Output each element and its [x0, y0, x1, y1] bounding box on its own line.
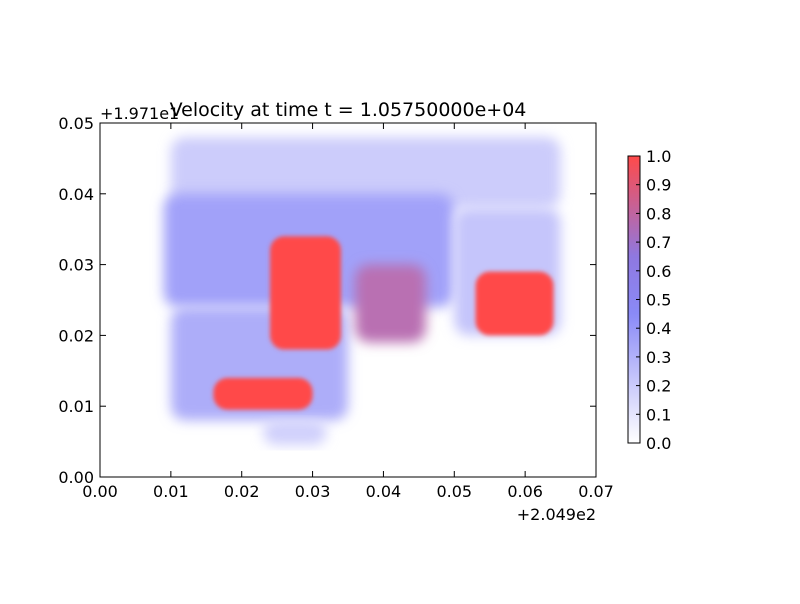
x-offset-label: +2.049e2	[517, 505, 596, 524]
x-tick-label: 0.00	[82, 482, 118, 501]
chart-title: Velocity at time t = 1.05750000e+04	[170, 99, 527, 121]
velocity-field	[163, 137, 561, 446]
x-tick-label: 0.05	[436, 482, 472, 501]
plot-frame	[99, 122, 597, 478]
colorbar-tick-label: 0.8	[646, 204, 671, 223]
field-region-8	[355, 264, 426, 343]
colorbar-tick-label: 0.3	[646, 348, 671, 367]
x-tick-label: 0.01	[153, 482, 189, 501]
colorbar-tick-label: 0.6	[646, 262, 671, 281]
x-tick-label: 0.04	[366, 482, 402, 501]
colorbar-tick-label: 0.0	[646, 434, 671, 453]
colorbar-tick-label: 0.2	[646, 377, 671, 396]
field-region-6	[213, 377, 313, 410]
y-axis: 0.00 0.01 0.02 0.03 0.04 0.05	[58, 114, 596, 487]
y-tick-label: 0.05	[58, 114, 94, 133]
y-offset-label: +1.971e1	[100, 104, 179, 123]
y-tick-label: 0.04	[58, 185, 94, 204]
field-region-4	[262, 420, 327, 446]
colorbar-tick-label: 0.1	[646, 405, 671, 424]
field-region-7	[475, 271, 554, 336]
colorbar-tick-label: 0.4	[646, 319, 671, 338]
x-tick-label: 0.07	[578, 482, 614, 501]
x-axis: 0.00 0.01 0.02 0.03 0.04 0.05 0.06 0.07	[82, 123, 614, 501]
colorbar-tick-label: 0.9	[646, 176, 671, 195]
colorbar-tick-label: 0.5	[646, 291, 671, 310]
x-tick-label: 0.03	[295, 482, 331, 501]
y-tick-label: 0.00	[58, 468, 94, 487]
x-tick-label: 0.02	[224, 482, 260, 501]
y-tick-label: 0.03	[58, 256, 94, 275]
colorbar-tick-label: 1.0	[646, 147, 671, 166]
colorbar-axis: 0.0 0.1 0.2 0.3 0.4 0.5 0.6 0.7 0.8 0.9 1.0	[636, 147, 671, 453]
colorbar-tick-label: 0.7	[646, 233, 671, 252]
y-tick-label: 0.01	[58, 397, 94, 416]
field-region-0	[170, 137, 561, 208]
y-tick-label: 0.02	[58, 326, 94, 345]
field-region-5	[270, 236, 341, 350]
x-tick-label: 0.06	[507, 482, 543, 501]
